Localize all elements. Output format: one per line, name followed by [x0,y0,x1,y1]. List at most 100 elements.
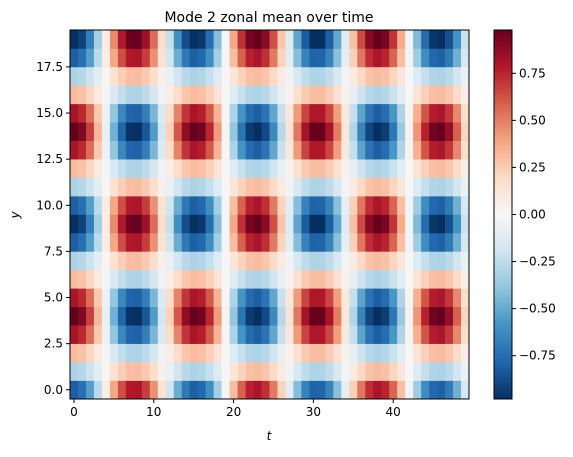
heatmap-cell [149,48,159,68]
heatmap-cell [117,214,127,234]
heatmap-cell [189,251,198,271]
heatmap-cell [349,362,358,381]
heatmap-cell [405,251,414,271]
heatmap-cell [213,306,222,326]
heatmap-cell [205,140,214,160]
heatmap-cell [213,66,222,86]
heatmap-cell [77,196,87,215]
heatmap-cell [437,140,446,160]
heatmap-cell [341,343,350,363]
heatmap-cell [85,30,95,49]
heatmap-cell [269,122,278,141]
heatmap-cell [445,251,454,271]
heatmap-cell [253,214,262,234]
heatmap-cell [93,85,103,105]
heatmap-cell [397,251,406,271]
heatmap-cell [93,103,103,123]
heatmap-cell [237,48,246,68]
heatmap-cell [341,269,350,289]
heatmap-cell [429,159,438,178]
x-tick-label: 30 [306,405,321,419]
heatmap-cell [117,362,127,381]
heatmap-cell [149,380,159,400]
heatmap-cell [149,140,159,160]
heatmap-cell [437,103,446,123]
heatmap-cell [181,159,190,178]
heatmap-cell [429,325,438,344]
heatmap-cell [341,196,350,215]
heatmap-cell [301,325,310,344]
heatmap-cell [277,66,286,86]
heatmap-cell [269,177,278,197]
heatmap-cell [93,66,103,86]
heatmap-cell [333,325,342,344]
heatmap-cell [277,325,286,344]
heatmap-cell [453,251,462,271]
heatmap-cell [405,48,414,68]
heatmap-cell [293,122,302,141]
heatmap-cell [365,177,374,197]
heatmap-cell [405,269,414,289]
heatmap-cell [261,269,270,289]
heatmap-cell [70,343,79,363]
heatmap-cell [445,214,454,234]
heatmap-cell [149,177,159,197]
heatmap-cell [341,362,350,381]
heatmap-cell [181,140,190,160]
heatmap-cell [461,103,470,123]
heatmap-cell [77,66,87,86]
heatmap-cell [157,288,167,308]
heatmap-cell [269,103,278,123]
heatmap-cell [293,177,302,197]
heatmap-cell [341,232,350,252]
heatmap-cell [229,66,238,86]
heatmap-cell [221,232,230,252]
heatmap-cell [325,251,334,271]
heatmap-cell [109,380,119,400]
heatmap-cell [197,122,206,141]
heatmap-cell [149,269,159,289]
heatmap-cell [421,232,430,252]
heatmap-cell [213,103,222,123]
heatmap-cell [445,362,454,381]
heatmap-cell [341,159,350,178]
heatmap-cell [453,48,462,68]
heatmap-cell [405,380,414,400]
heatmap-cell [85,251,95,271]
heatmap-cell [381,288,390,308]
heatmap-cell [133,362,143,381]
heatmap-cell [277,214,286,234]
heatmap-cell [165,306,175,326]
heatmap-cell [141,177,151,197]
heatmap-cell [165,48,175,68]
heatmap-cell [453,214,462,234]
heatmap-cell [365,196,374,215]
heatmap-cell [237,122,246,141]
heatmap-cell [357,325,366,344]
heatmap-cell [277,196,286,215]
heatmap-cell [77,232,87,252]
heatmap-cell [205,177,214,197]
heatmap-cell [413,380,422,400]
heatmap-cell [325,66,334,86]
heatmap-cell [165,159,175,178]
heatmap-cell [293,380,302,400]
heatmap-cell [349,380,358,400]
colorbar-tick-label: 0.00 [519,208,546,222]
heatmap-cell [421,196,430,215]
heatmap-cell [221,85,230,105]
heatmap-cell [261,288,270,308]
heatmap-cell [77,306,87,326]
heatmap-cell [453,103,462,123]
heatmap-cell [109,362,119,381]
heatmap-cell [461,325,470,344]
heatmap-cell [85,103,95,123]
heatmap-cell [301,140,310,160]
heatmap-cell [149,159,159,178]
heatmap-cell [101,380,111,400]
heatmap-cell [309,362,318,381]
heatmap-cell [245,103,254,123]
heatmap-cell [453,159,462,178]
heatmap-cell [77,140,87,160]
heatmap-cell [269,30,278,49]
